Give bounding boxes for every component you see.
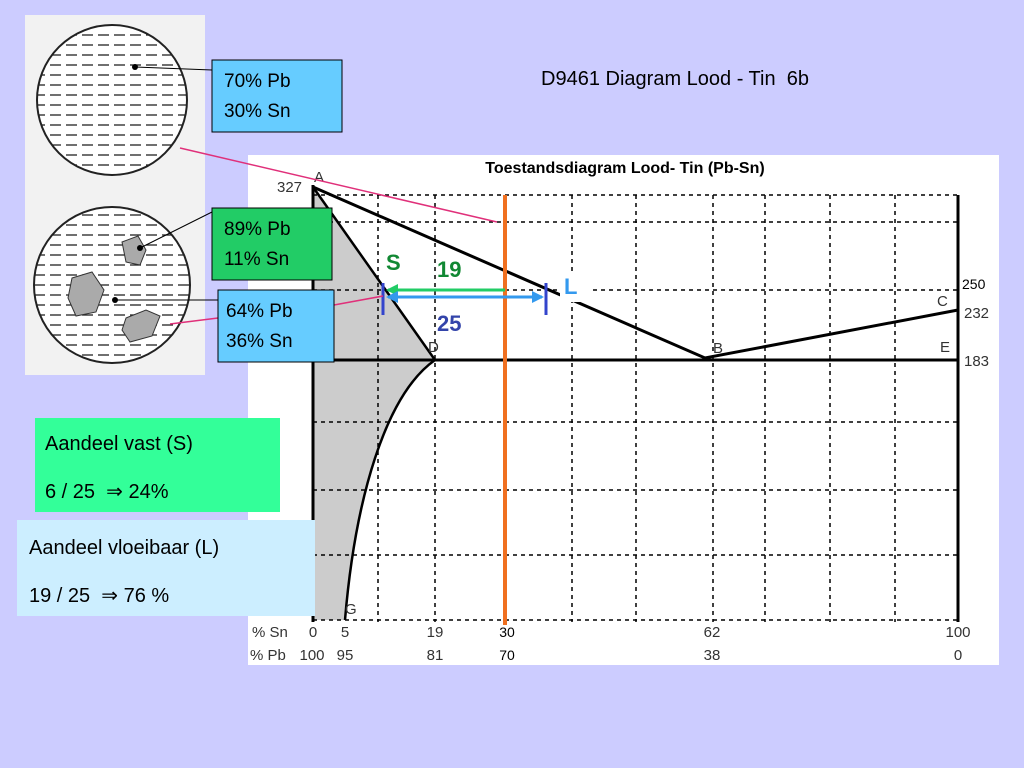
fraction-box-bg [35,418,280,512]
axis-tick-label: 62 [704,624,721,641]
solid-grain [121,309,161,343]
lever-label: 19 [437,257,461,282]
callout-text: 89% Pb [224,219,291,240]
point-label: C [937,293,948,310]
point-label: A [314,169,324,186]
fraction-formula: 6 / 25 ⇒ 24% [45,481,169,503]
micrograph [25,15,218,375]
axis-tick-label: 100 [945,624,970,641]
temperature-label: 327 [277,179,302,196]
axis-tick-label: 95 [337,647,354,664]
fraction-box: Aandeel vast (S) 6 / 25 ⇒ 24% [35,418,280,512]
axis-title: % Sn [252,624,288,641]
axis-tick-label: 100 [299,647,324,664]
callout-text: 36% Sn [226,331,293,352]
callout-text: 11% Sn [224,249,289,270]
callout-box [211,59,343,133]
arrow-head [386,291,398,303]
fraction-box: Aandeel vloeibaar (L) 19 / 25 ⇒ 76 % [17,520,315,616]
callout: 70% Pb 30% Sn [211,59,343,133]
axis-tick-label: 81 [427,647,444,664]
axis-title: % Pb [250,647,286,664]
axis-tick-label: 19 [427,624,444,641]
solid-grain [67,271,105,317]
lever-label: 25 [437,311,461,336]
arrow-head [532,291,544,303]
connector [169,317,219,325]
pointer-line [134,66,213,71]
fraction-box-bg [17,520,315,616]
point-label: E [940,339,950,356]
phase-label: L [564,274,577,299]
diagram-title: Toestandsdiagram Lood- Tin (Pb-Sn) [485,160,764,177]
axis-tick-label: 0 [309,624,317,641]
callout: 89% Pb 11% Sn [211,207,333,281]
axis-tick-label: 0 [954,647,962,664]
callout-text: 64% Pb [226,301,293,322]
connector [179,147,498,223]
callout-box [217,289,335,363]
grain-circle [33,206,191,364]
point-label: B [713,340,723,357]
callout-box [211,207,333,281]
solidus [311,186,437,361]
axis-tick-label: 38 [704,647,721,664]
callout: 64% Pb 36% Sn [217,289,335,363]
phase-label: S [386,250,401,275]
axis-tick-label: 70 [499,647,515,663]
fraction-formula: 19 / 25 ⇒ 76 % [29,585,169,607]
axis-tick-label: 30 [499,624,515,640]
callout-text: 70% Pb [224,71,291,92]
temperature-label: 250 [962,276,986,292]
label-bg [560,272,590,302]
point-label: D [428,339,439,356]
solid-region [313,187,435,620]
solvus [343,358,436,621]
point-label: G [345,601,357,618]
grain-circle [36,24,188,176]
axis-tick-label: 5 [341,624,349,641]
solid-grain [121,235,147,266]
slide-title: D9461 Diagram Lood - Tin 6b [541,68,809,90]
fraction-heading: Aandeel vast (S) [45,433,193,455]
temperature-label: 232 [964,305,989,322]
pointer-line [139,211,213,249]
fraction-heading: Aandeel vloeibaar (L) [29,537,219,559]
callout-text: 30% Sn [224,101,291,122]
connector [333,295,384,306]
phase-diagram: Toestandsdiagram Lood- Tin (Pb-Sn) S 19 L 2… [248,155,999,665]
liquidus [312,185,959,360]
temperature-label: 183 [964,353,989,370]
